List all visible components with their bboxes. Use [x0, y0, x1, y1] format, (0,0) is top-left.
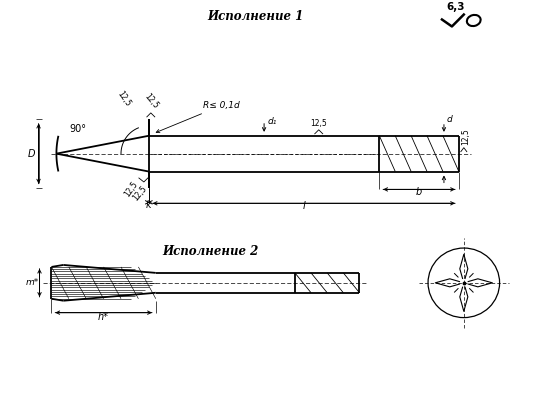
Text: D: D [28, 149, 35, 159]
Text: k: k [146, 200, 152, 210]
Text: Исполнение 2: Исполнение 2 [162, 245, 258, 258]
Text: 12,5: 12,5 [142, 92, 160, 111]
Text: m*: m* [26, 279, 39, 287]
Text: d₁: d₁ [268, 117, 277, 126]
Text: 12,5: 12,5 [461, 128, 470, 145]
Text: d: d [447, 115, 453, 124]
Text: 90°: 90° [70, 124, 87, 134]
Text: l: l [302, 201, 305, 211]
Text: 12,5: 12,5 [115, 89, 133, 108]
Text: 12,5: 12,5 [123, 180, 139, 198]
Text: 6,3: 6,3 [446, 2, 465, 12]
Text: R≤ 0,1d: R≤ 0,1d [156, 101, 240, 133]
Text: h*: h* [98, 311, 109, 322]
Text: 12,5: 12,5 [310, 119, 327, 128]
Text: Исполнение 1: Исполнение 1 [207, 10, 303, 23]
Text: 12,5: 12,5 [131, 184, 149, 203]
Text: b: b [416, 187, 422, 197]
